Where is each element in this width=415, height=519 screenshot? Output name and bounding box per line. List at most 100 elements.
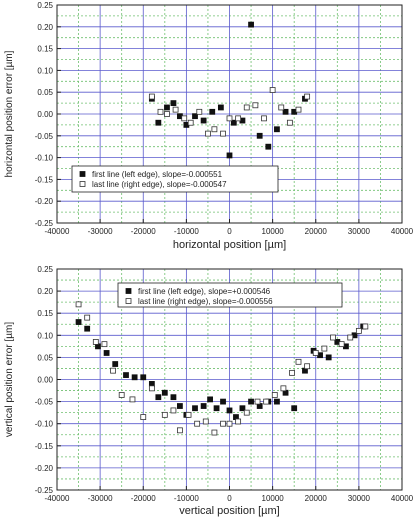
data-point: [274, 398, 280, 405]
y-tick-label: 0.10: [37, 331, 53, 340]
y-tick-label: 0.05: [37, 353, 53, 362]
data-point: [140, 374, 147, 381]
data-point: [269, 87, 276, 93]
data-point: [211, 429, 218, 436]
data-point: [161, 389, 168, 396]
y-tick-label: -0.10: [35, 154, 54, 163]
data-point: [92, 339, 99, 345]
data-point: [263, 398, 270, 405]
x-axis-label: vertical position [µm]: [179, 505, 279, 517]
legend-label: first line (left edge), slope=-0.000551: [92, 170, 223, 179]
legend-marker: [79, 171, 86, 177]
y-axis-label: vertical position error [µm]: [4, 322, 15, 437]
data-point: [112, 361, 119, 367]
data-point: [75, 319, 82, 325]
x-tick-label: -30000: [88, 494, 113, 503]
data-point: [254, 398, 261, 405]
data-point: [220, 398, 226, 405]
y-tick-label: 0.00: [37, 376, 53, 385]
y-tick-label: 0.05: [37, 88, 53, 97]
data-point: [123, 372, 129, 378]
x-tick-label: -40000: [45, 494, 70, 503]
data-point: [196, 108, 203, 115]
x-tick-label: 20000: [305, 227, 328, 236]
data-point: [235, 115, 242, 122]
y-tick-label: -0.15: [35, 175, 54, 184]
y-tick-label: -0.10: [35, 420, 54, 429]
data-point: [256, 132, 263, 139]
data-point: [161, 411, 168, 418]
data-point: [84, 325, 91, 332]
data-point: [280, 385, 287, 392]
data-point: [355, 327, 362, 334]
data-point: [252, 102, 259, 109]
data-point: [202, 418, 209, 425]
data-point: [155, 119, 162, 126]
x-tick-label: 0: [227, 227, 232, 236]
data-point: [261, 115, 267, 122]
data-point: [347, 334, 354, 341]
data-point: [140, 414, 147, 420]
data-point: [211, 126, 218, 133]
y-tick-label: 0.20: [37, 23, 53, 32]
data-point: [131, 374, 138, 381]
data-point: [220, 130, 226, 137]
legend-marker: [125, 298, 132, 304]
y-tick-label: 0.25: [37, 265, 53, 274]
x-tick-label: -10000: [174, 494, 199, 503]
data-point: [226, 115, 233, 122]
y-tick-label: 0.15: [37, 45, 53, 54]
data-point: [226, 420, 233, 427]
data-point: [271, 392, 278, 398]
data-point: [101, 341, 108, 348]
data-point: [148, 385, 155, 392]
x-tick-label: -30000: [88, 227, 113, 236]
x-tick-label: 0: [227, 494, 232, 503]
y-tick-label: 0.25: [37, 1, 53, 10]
x-tick-label: 30000: [348, 227, 371, 236]
data-point: [187, 119, 194, 126]
data-point: [265, 143, 272, 150]
x-tick-label: 40000: [391, 227, 414, 236]
data-point: [248, 398, 254, 405]
data-point: [200, 117, 207, 124]
legend-box: [117, 282, 343, 308]
y-tick-label: 0.00: [37, 110, 53, 119]
data-point: [362, 323, 369, 330]
data-point: [289, 369, 295, 376]
y-tick-label: -0.25: [35, 219, 54, 228]
data-point: [200, 403, 207, 409]
data-point: [278, 104, 285, 111]
data-point: [325, 354, 332, 361]
data-point: [177, 403, 183, 409]
legend-marker: [79, 181, 86, 187]
data-point: [181, 115, 188, 122]
data-point: [192, 113, 198, 120]
data-point: [338, 341, 345, 348]
chart-panel-2: -0.25 -0.20 -0.15 -0.10 -0.05 0.00 0.05 0.10 0.1…: [4, 265, 414, 517]
data-point: [304, 93, 311, 100]
x-tick-label: 20000: [305, 494, 328, 503]
data-point: [295, 358, 302, 365]
data-point: [209, 108, 216, 115]
x-tick-label: 10000: [262, 494, 285, 503]
y-tick-label: -0.25: [35, 486, 54, 495]
chart-panel-1: -0.25 -0.20 -0.15 -0.10 -0.05 0.00 0.05 0.10 0.1…: [4, 1, 414, 251]
data-point: [226, 407, 233, 414]
data-point: [295, 106, 302, 113]
series-2: [148, 87, 311, 137]
y-tick-label: -0.20: [35, 197, 54, 206]
y-tick-label: -0.05: [35, 398, 54, 407]
x-axis-label: horizontal position [µm]: [173, 239, 286, 251]
legend-box: [71, 165, 279, 193]
data-point: [321, 345, 328, 352]
x-tick-label: -40000: [45, 227, 70, 236]
data-point: [192, 405, 198, 412]
series-2: [75, 301, 369, 436]
x-tick-label: -10000: [174, 227, 199, 236]
y-tick-label: -0.15: [35, 442, 54, 451]
data-point: [194, 420, 201, 427]
data-point: [164, 104, 170, 111]
y-axis-label: horizontal position error [µm]: [4, 50, 15, 177]
